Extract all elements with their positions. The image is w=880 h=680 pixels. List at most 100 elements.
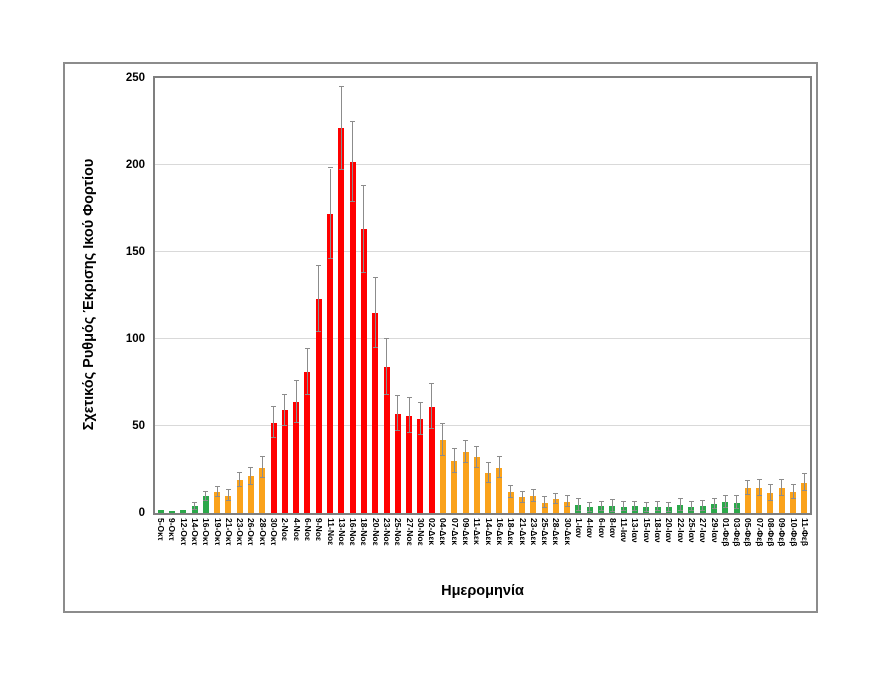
x-tick-label: 22-Ιαν xyxy=(675,518,686,543)
x-axis-title: Ημερομηνία xyxy=(441,583,524,599)
error-bar xyxy=(442,424,444,456)
error-bar xyxy=(340,86,342,171)
bar xyxy=(383,366,390,513)
x-tick-label: 21-Οκτ xyxy=(223,518,234,546)
x-tick-label: 16-Οκτ xyxy=(201,518,212,546)
bar xyxy=(157,510,164,513)
bar xyxy=(756,487,763,513)
bar xyxy=(519,497,526,513)
error-bar-cap xyxy=(338,169,344,171)
bar xyxy=(315,298,322,513)
error-bar-cap xyxy=(417,402,423,404)
x-tick-label: 20-Νοε xyxy=(370,518,381,546)
x-tick-label: 28-Οκτ xyxy=(257,518,268,546)
error-bar-cap xyxy=(508,485,514,487)
error-bar xyxy=(295,380,297,423)
error-bar-cap xyxy=(734,507,740,509)
error-bar xyxy=(645,503,647,512)
bar xyxy=(247,476,254,513)
x-tick-label: 19-Οκτ xyxy=(212,518,223,546)
error-bar-cap xyxy=(384,338,389,339)
bar xyxy=(552,499,559,513)
error-bar-cap xyxy=(632,501,638,503)
error-bar-cap xyxy=(519,501,525,503)
error-bar-cap xyxy=(756,494,762,496)
error-bar-cap xyxy=(271,405,277,407)
x-tick-label: 8-Ιαν xyxy=(607,518,618,538)
error-bar-cap xyxy=(587,510,593,512)
error-bar-cap xyxy=(316,331,322,333)
error-bar xyxy=(623,502,625,512)
error-bar-cap xyxy=(745,479,751,481)
error-bar-cap xyxy=(767,499,773,501)
bar xyxy=(270,422,277,513)
error-bar xyxy=(634,502,636,511)
error-bar-cap xyxy=(553,492,559,494)
error-bar-cap xyxy=(237,485,243,487)
bar xyxy=(564,501,571,513)
x-tick-label: 20-Ιαν xyxy=(664,518,675,543)
y-tick-label: 0 xyxy=(138,507,145,519)
error-bar xyxy=(386,339,387,395)
error-bar-cap xyxy=(530,500,536,502)
x-tick-label: 07-Δεκ xyxy=(449,518,460,546)
error-bar-cap xyxy=(259,477,265,479)
error-bar xyxy=(657,502,659,512)
error-bar-cap xyxy=(463,462,469,464)
bar xyxy=(439,439,446,513)
bar xyxy=(281,410,288,513)
error-bar-cap xyxy=(722,506,728,508)
error-bar-cap xyxy=(666,502,672,504)
x-tick-label: 09-Δεκ xyxy=(461,518,472,546)
error-bar-cap xyxy=(677,497,683,499)
error-bar-cap xyxy=(406,397,412,399)
error-bar xyxy=(284,394,286,426)
y-tick-label: 150 xyxy=(125,246,145,258)
error-bar-cap xyxy=(259,456,265,458)
x-tick-label: 26-Οκτ xyxy=(246,518,257,546)
error-bar-cap xyxy=(756,478,762,480)
error-bar-cap xyxy=(655,510,661,512)
error-bar-cap xyxy=(372,277,378,279)
error-bar-cap xyxy=(237,471,243,473)
error-bar xyxy=(465,440,467,464)
error-bar xyxy=(476,446,478,468)
error-bar-cap xyxy=(327,257,333,259)
error-bar xyxy=(690,502,692,512)
bar xyxy=(360,229,367,513)
x-tick-label: 23-Δεκ xyxy=(528,518,539,546)
bar xyxy=(180,510,187,513)
x-tick-label: 12-Οκτ xyxy=(178,518,189,546)
error-bar-cap xyxy=(293,379,299,381)
x-tick-label: 13-Ιαν xyxy=(630,518,641,543)
chart-figure: Σχετικός Ρυθμός Έκρισης Ικού Φορτίου 0 50… xyxy=(63,62,818,613)
y-tick-label: 250 xyxy=(125,72,145,84)
bar xyxy=(293,401,300,513)
error-bar-cap xyxy=(361,184,367,186)
error-bar xyxy=(758,479,760,496)
x-tick-label: 16-Νοε xyxy=(348,518,359,546)
error-bar-cap xyxy=(632,509,638,511)
plot-area xyxy=(153,76,812,515)
error-bar xyxy=(408,398,410,433)
x-tick-label: 5-Οκτ xyxy=(156,518,167,541)
error-bar-cap xyxy=(519,491,525,493)
bar xyxy=(530,495,537,513)
error-bar-cap xyxy=(700,499,706,501)
error-bar-cap xyxy=(293,421,299,423)
x-tick-label: 23-Νοε xyxy=(382,518,392,546)
error-bar-cap xyxy=(372,346,378,348)
error-bar xyxy=(521,492,523,503)
x-tick-label: 21-Δεκ xyxy=(517,518,528,546)
error-bar-cap xyxy=(282,425,288,426)
x-tick-label: 25-Νοε xyxy=(393,518,404,546)
x-tick-label: 6-Νοε xyxy=(302,518,313,541)
x-tick-label: 01-Φεβ xyxy=(720,518,731,547)
error-bar-cap xyxy=(655,501,661,503)
x-tick-label: 28-Δεκ xyxy=(551,518,562,546)
error-bar xyxy=(589,503,591,512)
x-tick-label: 30-Νοε xyxy=(415,518,426,546)
error-bar xyxy=(318,265,320,333)
error-bar xyxy=(205,492,207,501)
error-bar-cap xyxy=(350,120,356,122)
